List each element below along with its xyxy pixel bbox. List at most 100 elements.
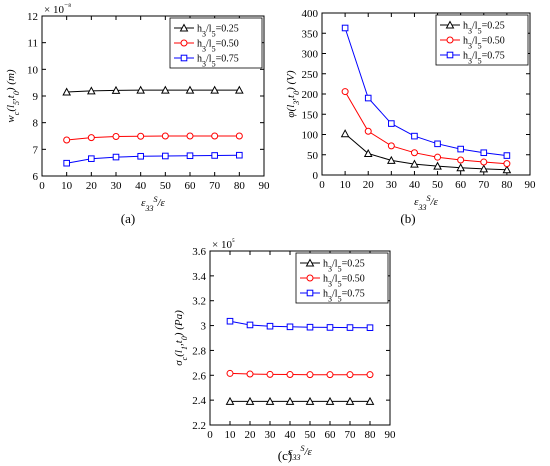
y-tick-label: 12 bbox=[27, 11, 38, 23]
y-tick-label: 9 bbox=[33, 91, 39, 103]
data-point bbox=[245, 396, 255, 405]
y-axis-label: σc(l1,t0) (Pa) bbox=[173, 310, 189, 366]
data-point bbox=[326, 371, 334, 379]
x-tick-label: 30 bbox=[386, 179, 398, 191]
legend-marker bbox=[306, 274, 314, 282]
axis-multiplier: × 10⁻⁸ bbox=[44, 2, 71, 17]
y-tick-label: 350 bbox=[302, 28, 319, 40]
series-line bbox=[66, 154, 240, 164]
data-point bbox=[226, 369, 234, 377]
data-point bbox=[363, 148, 373, 158]
data-point bbox=[410, 159, 419, 168]
data-point bbox=[365, 396, 375, 405]
data-point bbox=[246, 370, 254, 378]
y-tick-label: 3 bbox=[201, 321, 207, 333]
y-tick-label: 7 bbox=[33, 144, 39, 156]
data-point bbox=[480, 158, 488, 166]
data-point bbox=[305, 396, 315, 405]
data-point bbox=[386, 155, 396, 164]
legend-label: h3/l5=0.75 bbox=[323, 289, 365, 304]
data-point bbox=[457, 156, 465, 164]
y-tick-label: 400 bbox=[302, 8, 319, 20]
data-point bbox=[265, 396, 275, 405]
x-tick-label: 50 bbox=[432, 179, 444, 191]
chart-b: 0 10 20 30 40 50 60 70 80 90 0 50 100 150 200 250 300 350… bbox=[285, 8, 536, 226]
data-point bbox=[87, 134, 95, 142]
legend-label: h3/l5=0.75 bbox=[463, 51, 505, 66]
data-point bbox=[266, 370, 274, 378]
y-tick-label: 8 bbox=[33, 118, 39, 130]
data-point bbox=[211, 132, 219, 140]
data-point bbox=[246, 321, 254, 329]
y-tick-label: 100 bbox=[302, 130, 319, 142]
y-tick-label: 300 bbox=[302, 49, 319, 61]
data-point bbox=[266, 322, 274, 330]
data-point bbox=[285, 396, 295, 405]
y-axis-label: φ(l3,t0) (V) bbox=[285, 70, 301, 117]
data-point bbox=[225, 396, 235, 405]
data-point bbox=[86, 86, 96, 95]
y-tick-label: 250 bbox=[302, 69, 319, 81]
series-line bbox=[66, 89, 240, 93]
y-tick-label: 2.8 bbox=[192, 345, 206, 357]
series-line bbox=[229, 320, 371, 329]
data-point bbox=[63, 136, 71, 144]
data-point bbox=[341, 24, 349, 32]
series-line bbox=[344, 133, 507, 171]
x-tick-label: 80 bbox=[365, 429, 377, 441]
legend-label: h3/l5=0.50 bbox=[197, 39, 239, 54]
legend-marker bbox=[306, 289, 314, 297]
data-point bbox=[160, 85, 170, 94]
series-1 bbox=[225, 396, 375, 405]
data-point bbox=[162, 152, 169, 160]
legend-marker bbox=[179, 23, 189, 32]
data-point bbox=[388, 120, 395, 127]
x-tick-label: 50 bbox=[160, 180, 172, 192]
y-tick-label: 10 bbox=[27, 64, 39, 76]
legend-label: h3/l5=0.75 bbox=[197, 54, 239, 69]
data-point bbox=[433, 161, 442, 170]
x-tick-label: 10 bbox=[340, 179, 352, 191]
x-tick-label: 60 bbox=[185, 180, 197, 192]
x-tick-label: 10 bbox=[61, 180, 73, 192]
data-point bbox=[366, 324, 374, 331]
series-2 bbox=[226, 369, 374, 379]
y-tick-label: 200 bbox=[302, 89, 319, 101]
data-point bbox=[457, 145, 464, 153]
data-point bbox=[345, 396, 355, 405]
y-tick-label: 2.6 bbox=[192, 370, 206, 382]
x-tick-label: 0 bbox=[319, 179, 325, 191]
series-1 bbox=[62, 85, 244, 96]
series-3 bbox=[63, 151, 243, 167]
data-point bbox=[111, 85, 121, 94]
series-line bbox=[344, 91, 507, 165]
chart-c: 0 10 20 30 40 50 60 70 80 90 2.2 2.4 2.6 2.8 3 3.2 3.4 3.… bbox=[173, 237, 396, 464]
data-point bbox=[226, 317, 234, 325]
data-point bbox=[185, 85, 195, 94]
x-tick-label: 10 bbox=[225, 429, 237, 441]
data-point bbox=[479, 164, 489, 173]
data-point bbox=[286, 371, 294, 379]
legend-marker bbox=[305, 258, 315, 267]
x-tick-label: 80 bbox=[501, 179, 513, 191]
data-point bbox=[411, 132, 418, 140]
x-tick-label: 80 bbox=[234, 180, 246, 192]
x-tick-label: 70 bbox=[209, 180, 221, 192]
y-tick-label: 2.2 bbox=[192, 420, 206, 432]
series-2 bbox=[341, 88, 511, 168]
x-tick-label: 30 bbox=[265, 429, 277, 441]
caption: (b) bbox=[400, 211, 415, 226]
legend-label: h3/l5=0.25 bbox=[463, 21, 505, 36]
data-point bbox=[503, 152, 511, 159]
data-point bbox=[137, 152, 144, 160]
x-tick-label: 60 bbox=[325, 429, 337, 441]
x-tick-label: 30 bbox=[111, 180, 123, 192]
x-tick-label: 90 bbox=[525, 179, 537, 191]
data-point bbox=[112, 133, 120, 141]
data-point bbox=[503, 160, 511, 168]
series-2 bbox=[63, 132, 243, 144]
data-point bbox=[235, 132, 243, 140]
caption: (a) bbox=[121, 211, 135, 226]
